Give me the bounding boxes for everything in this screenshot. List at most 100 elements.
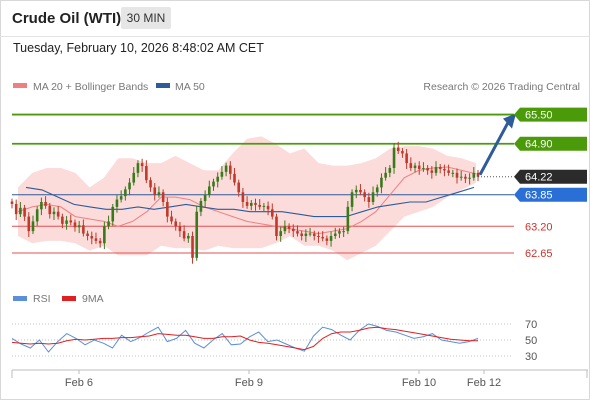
forecast-arrow-shaft [478, 121, 510, 176]
price-tag-text-64.22: 64.22 [525, 172, 553, 184]
candle-body [266, 205, 270, 210]
candle-body [69, 220, 73, 223]
candle-body [23, 207, 26, 217]
moving-averages [17, 166, 477, 235]
candle-body [443, 168, 446, 171]
candle-body [61, 216, 64, 224]
candle-body [258, 204, 261, 207]
ma50-line [25, 186, 475, 218]
ma20-legend-swatch [13, 83, 27, 88]
candle-body [182, 231, 186, 239]
candle-body [124, 189, 127, 197]
candle-body [333, 233, 337, 236]
candle-body [40, 202, 43, 210]
candle-body [430, 170, 434, 173]
candle-body [237, 182, 241, 193]
candle-body [31, 221, 35, 232]
price-tag-text-63.85: 63.85 [525, 190, 553, 202]
candle-body [191, 236, 194, 258]
candle-body [254, 202, 257, 205]
candle-body [170, 216, 173, 222]
candle-body [149, 180, 152, 188]
candle-body [86, 233, 89, 236]
ma50-legend-label: MA 50 [175, 81, 205, 93]
rsi-line [11, 323, 479, 353]
candle-body [375, 187, 379, 193]
candle-body [321, 236, 324, 239]
candle-body [153, 187, 157, 195]
candle-body [384, 172, 387, 178]
candle-body [233, 173, 236, 183]
candle-body [279, 231, 282, 236]
candle-body [27, 216, 31, 232]
candle-body [161, 192, 165, 202]
candle-body [367, 197, 371, 202]
candle-body [216, 176, 220, 182]
candle-body [94, 238, 98, 241]
candle-body [275, 216, 278, 236]
candle-body [325, 238, 329, 241]
rsi-ma-legend-swatch [62, 296, 76, 301]
price-tag-64.90 [514, 136, 587, 151]
candle-body [468, 177, 471, 179]
candle-body [455, 172, 459, 178]
candle-body [283, 226, 287, 232]
candle-body [77, 225, 81, 228]
candle-body [413, 165, 417, 168]
price-tag-text-64.90: 64.90 [525, 139, 553, 151]
forecast-arrow-head [503, 113, 516, 129]
price-label-63.20: 63.20 [525, 221, 553, 233]
rsi-legend-swatch [13, 296, 27, 301]
candle-body [136, 163, 140, 173]
candle-body [14, 203, 18, 215]
bollinger-legend-label: MA 20 + Bollinger Bands [33, 81, 148, 93]
candle-body [35, 209, 39, 222]
candle-body [346, 206, 350, 232]
chart-header: Crude Oil (WTI) 30 MIN [0, 0, 590, 37]
candle-body [208, 186, 211, 195]
candlesticks [10, 141, 480, 264]
time-tick-label: Feb 6 [65, 377, 93, 389]
rsi-tick-label: 50 [525, 335, 537, 347]
candle-body [82, 225, 85, 234]
ma50-legend-swatch [156, 83, 170, 88]
price-tag-64.22 [514, 169, 587, 184]
candle-body [270, 209, 274, 217]
timestamp: Tuesday, February 10, 2026 8:48:02 AM CE… [13, 41, 264, 55]
copyright-text: Research © 2026 Trading Central [423, 81, 580, 93]
candle-body [338, 231, 341, 234]
candle-body [392, 147, 396, 168]
candle-body [195, 211, 199, 258]
candle-body [422, 168, 425, 169]
candle-body [132, 172, 136, 183]
time-tick-label: Feb 12 [467, 377, 501, 389]
candle-body [178, 226, 182, 232]
candle-body [329, 236, 333, 241]
candle-body [157, 192, 161, 195]
price-tag-65.50 [514, 107, 587, 122]
candle-body [296, 231, 299, 234]
candle-body [229, 165, 232, 174]
candle-body [459, 176, 463, 178]
rsi-ma-legend-label: 9MA [82, 293, 104, 305]
rsi-tick-label: 70 [525, 319, 537, 331]
candle-body [65, 220, 68, 224]
candle-body [212, 181, 215, 187]
candle-body [451, 172, 455, 174]
candle-body [317, 236, 320, 237]
candle-body [107, 221, 110, 227]
candle-body [417, 165, 421, 169]
candle-body [363, 192, 366, 198]
candle-body [220, 171, 224, 177]
price-tag-63.85 [514, 187, 587, 202]
candle-body [115, 199, 119, 207]
candle-body [203, 194, 207, 202]
candle-body [380, 177, 383, 188]
candle-body [111, 206, 115, 222]
timeframe-button[interactable]: 30 MIN [121, 7, 171, 29]
ma20-line [17, 166, 477, 235]
candle-body [145, 166, 148, 181]
candle-body [73, 222, 77, 228]
candle-body [119, 196, 123, 200]
candle-body [287, 226, 291, 229]
